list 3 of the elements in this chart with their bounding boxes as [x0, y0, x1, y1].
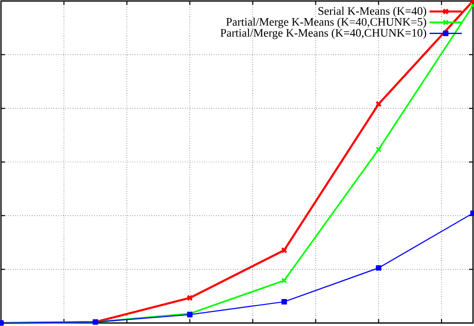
legend-label: Partial/Merge K-Means (K=40,CHUNK=5): [226, 18, 426, 28]
legend-label: Serial K-Means (K=40): [318, 6, 426, 18]
legend-label: Partial/Merge K-Means (K=40,CHUNK=10): [220, 28, 426, 40]
